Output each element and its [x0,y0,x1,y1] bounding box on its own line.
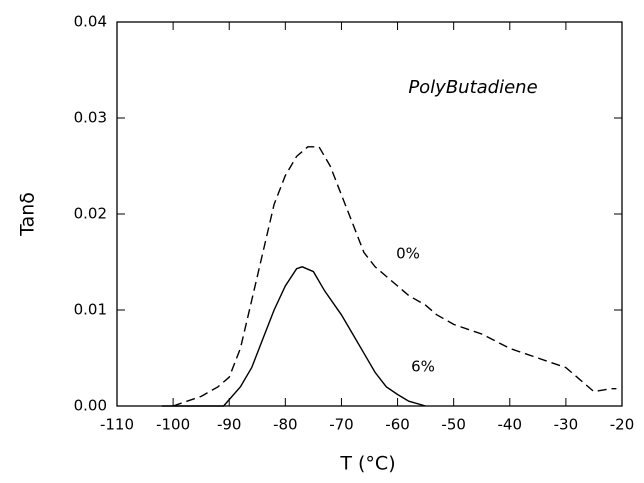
x-tick-label: -20 [610,416,635,434]
series-line [172,146,617,407]
x-tick-label: -100 [156,416,190,434]
x-axis-label: T (°C) [339,453,395,475]
y-tick-label: 0.02 [74,205,107,223]
y-tick-label: 0.01 [74,301,107,319]
series-label: 6% [411,358,435,376]
x-tick-label: -90 [217,416,242,434]
series-line [161,266,426,407]
x-tick-label: -70 [329,416,354,434]
y-tick-label: 0.04 [74,13,107,31]
x-tick-label: -40 [498,416,523,434]
y-axis-label: Tanδ [17,192,39,237]
series-label: 0% [396,245,420,263]
x-tick-label: -30 [554,416,579,434]
x-tick-label: -110 [100,416,134,434]
plot-frame [116,21,623,407]
y-tick-label: 0.03 [74,109,107,127]
y-tick-label: 0.00 [74,397,107,415]
x-tick-label: -50 [441,416,466,434]
annotation: PolyButadiene [408,77,537,98]
x-tick-label: -60 [385,416,410,434]
x-tick-label: -80 [273,416,298,434]
